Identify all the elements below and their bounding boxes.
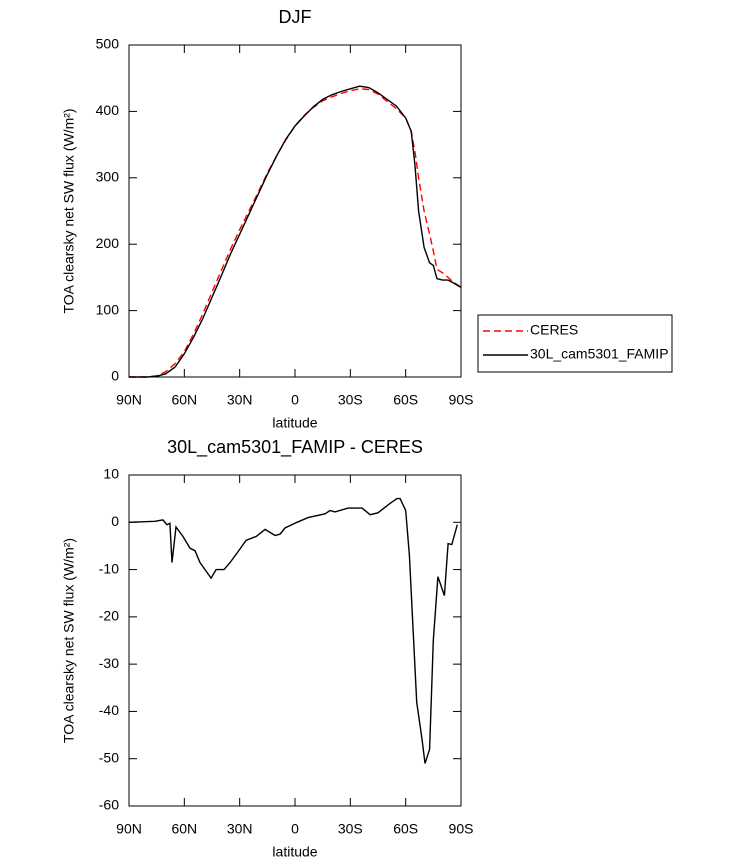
- y-tick-label: -10: [99, 560, 119, 576]
- series-line: [129, 85, 462, 378]
- x-axis-label: latitude: [272, 844, 317, 860]
- x-tick-label: 30S: [338, 821, 363, 837]
- x-tick-label: 30N: [227, 821, 253, 837]
- y-tick-label: 0: [111, 368, 119, 384]
- y-tick-label: 10: [103, 466, 119, 482]
- x-tick-label: 60N: [171, 392, 197, 408]
- plot-frame: [128, 44, 462, 378]
- y-tick-label: -40: [99, 702, 119, 718]
- x-axis-label: latitude: [272, 415, 317, 431]
- x-tick-label: 0: [291, 392, 299, 408]
- y-tick-label: -20: [99, 608, 119, 624]
- x-tick-label: 30S: [338, 392, 363, 408]
- y-axis-label: TOA clearsky net SW flux (W/m²): [61, 538, 77, 743]
- x-tick-label: 90S: [449, 392, 474, 408]
- x-tick-label: 60S: [393, 821, 418, 837]
- x-tick-label: 60N: [171, 821, 197, 837]
- y-tick-label: -30: [99, 655, 119, 671]
- y-tick-label: -60: [99, 797, 119, 813]
- x-tick-label: 90S: [449, 821, 474, 837]
- plot-frame: [128, 474, 462, 807]
- y-tick-label: 200: [96, 235, 120, 251]
- x-tick-label: 90N: [116, 821, 142, 837]
- y-tick-label: 0: [111, 513, 119, 529]
- y-axis-label: TOA clearsky net SW flux (W/m²): [61, 108, 77, 313]
- y-tick-label: -50: [99, 749, 119, 765]
- legend-label: CERES: [530, 322, 578, 338]
- y-tick-label: 400: [96, 102, 120, 118]
- legend-box: [477, 314, 673, 373]
- x-tick-label: 30N: [227, 392, 253, 408]
- x-tick-label: 90N: [116, 392, 142, 408]
- y-tick-label: 100: [96, 301, 120, 317]
- series-line: [129, 88, 462, 378]
- chart-title: DJF: [279, 7, 312, 27]
- chart-title: 30L_cam5301_FAMIP - CERES: [167, 437, 423, 458]
- x-tick-label: 60S: [393, 392, 418, 408]
- x-tick-label: 0: [291, 821, 299, 837]
- legend-label: 30L_cam5301_FAMIP: [530, 346, 669, 362]
- y-tick-label: 500: [96, 36, 120, 52]
- y-tick-label: 300: [96, 169, 120, 185]
- series-line: [128, 497, 458, 764]
